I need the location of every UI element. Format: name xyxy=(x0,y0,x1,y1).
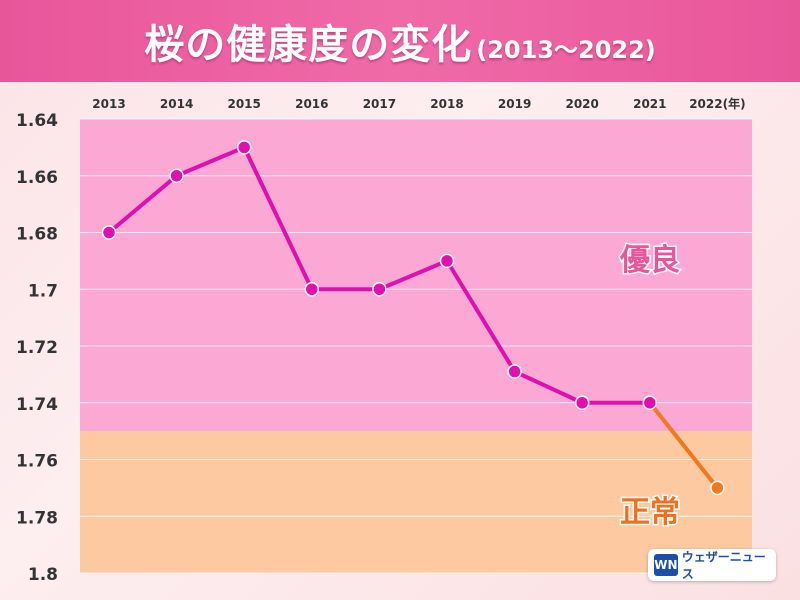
y-tick-label: 1.8 xyxy=(28,565,58,585)
x-tick-label: 2018 xyxy=(430,97,463,111)
y-tick-label: 1.74 xyxy=(16,395,58,415)
x-tick-label: 2020 xyxy=(565,97,598,111)
data-point-2020 xyxy=(574,395,590,410)
title-group: 桜の健康度の変化 (2013〜2022) xyxy=(144,12,656,70)
zone-label: 優良 xyxy=(619,243,680,278)
chart-subtitle: (2013〜2022) xyxy=(476,36,656,64)
zone-band-2 xyxy=(80,431,752,573)
weathernews-logo: WN ウェザーニュース xyxy=(648,549,776,581)
data-point-2019 xyxy=(507,364,522,379)
data-point-2014 xyxy=(169,168,184,183)
x-tick-label: 2019 xyxy=(498,97,531,111)
y-tick-label: 1.68 xyxy=(16,225,58,245)
data-point-2017 xyxy=(372,282,387,297)
x-tick-label: 2022(年) xyxy=(689,96,745,111)
chart-title: 桜の健康度の変化 xyxy=(144,22,473,68)
x-tick-label: 2015 xyxy=(227,97,260,111)
data-point-2021 xyxy=(642,395,658,410)
x-tick-label: 2014 xyxy=(160,97,193,111)
x-tick-label: 2013 xyxy=(92,97,125,111)
y-tick-label: 1.76 xyxy=(16,452,58,472)
data-point-2018 xyxy=(439,253,455,269)
y-tick-label: 1.64 xyxy=(16,111,58,131)
x-tick-label: 2021 xyxy=(633,97,666,111)
y-tick-label: 1.7 xyxy=(28,281,58,301)
y-tick-label: 1.72 xyxy=(16,338,58,358)
logo-mark: WN xyxy=(654,554,678,576)
x-tick-label: 2016 xyxy=(295,97,328,111)
x-tick-label: 2017 xyxy=(363,97,396,111)
data-point-2015 xyxy=(236,140,252,155)
zone-label: 正常 xyxy=(620,495,680,530)
chart-header: 桜の健康度の変化 (2013〜2022) xyxy=(0,0,800,82)
data-point-2022 xyxy=(710,480,725,496)
y-tick-label: 1.78 xyxy=(16,508,58,528)
data-point-2013 xyxy=(101,225,117,240)
y-tick-label: 1.66 xyxy=(16,168,58,188)
logo-text: ウェザーニュース xyxy=(681,550,766,581)
series-line-forecast xyxy=(647,400,720,490)
data-point-2016 xyxy=(304,282,320,297)
